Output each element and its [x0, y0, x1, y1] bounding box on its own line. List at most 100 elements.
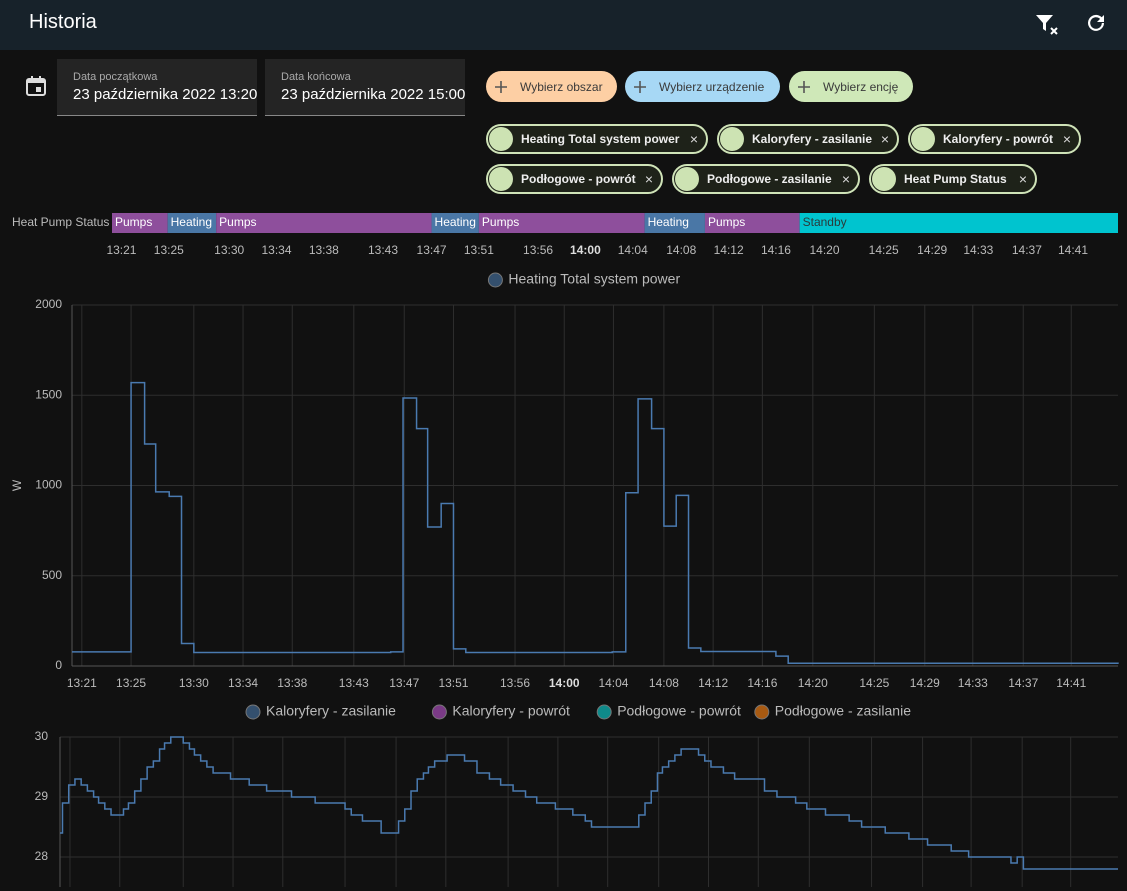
start-date-field[interactable]: Data początkowa 23 października 2022 13:2…: [57, 59, 257, 116]
chip-label: Podłogowe - zasilanie: [707, 172, 832, 186]
chip-icon: [675, 167, 699, 191]
x-tick-label: 14:37: [1008, 676, 1038, 690]
state-label: Heating: [435, 215, 476, 229]
legend-label: Heating Total system power: [508, 271, 680, 287]
plus-icon: [634, 81, 646, 93]
legend-swatch: [245, 704, 261, 720]
picker-label: Wybierz obszar: [520, 79, 603, 94]
state-label: Heating: [171, 215, 212, 229]
x-tick-label: 14:04: [618, 243, 648, 257]
state-label: Standby: [803, 215, 847, 229]
x-tick-label: 13:38: [277, 676, 307, 690]
y-tick-label: 500: [42, 568, 62, 582]
x-tick-label: 14:20: [798, 676, 828, 690]
x-tick-label: 14:04: [598, 676, 628, 690]
legend-label: Podłogowe - powrót: [617, 703, 741, 719]
x-tick-label: 13:56: [523, 243, 553, 257]
area-picker[interactable]: Wybierz obszar: [486, 71, 617, 102]
end-date-field[interactable]: Data końcowa 23 października 2022 15:00: [265, 59, 465, 116]
x-tick-label: 13:30: [179, 676, 209, 690]
chip-remove[interactable]: ×: [1062, 131, 1071, 147]
picker-label: Wybierz encję: [823, 79, 899, 94]
page-title: Historia: [29, 11, 97, 33]
entity-chip[interactable]: Heating Total system power ×: [486, 124, 708, 154]
device-picker[interactable]: Wybierz urządzenie: [625, 71, 780, 102]
y-tick-label: 30: [35, 729, 49, 743]
x-tick-label: 14:12: [714, 243, 744, 257]
state-label: Pumps: [708, 215, 745, 229]
entity-chip[interactable]: Kaloryfery - zasilanie ×: [717, 124, 899, 154]
legend-swatch: [431, 704, 447, 720]
picker-label: Wybierz urządzenie: [659, 79, 765, 94]
plus-icon: [798, 81, 810, 93]
calendar-icon[interactable]: [25, 75, 47, 97]
chip-label: Kaloryfery - zasilanie: [752, 132, 873, 146]
x-tick-label: 14:37: [1012, 243, 1042, 257]
data-line: [72, 381, 1119, 665]
state-segment: [478, 213, 645, 233]
legend-label: Kaloryfery - zasilanie: [266, 703, 396, 719]
data-line: [60, 736, 1118, 870]
field-label: Data początkowa: [73, 71, 158, 83]
state-segment: [799, 213, 1118, 233]
x-tick-label: 13:51: [438, 676, 468, 690]
clear-filter-button[interactable]: [1034, 12, 1060, 36]
state-segment: [704, 213, 800, 233]
field-value: 23 października 2022 15:00: [281, 86, 465, 103]
x-tick-label: 14:41: [1056, 676, 1086, 690]
x-tick-label: 14:33: [963, 243, 993, 257]
state-segment: [431, 213, 479, 233]
state-segment: [216, 213, 432, 233]
y-tick-label: 1000: [35, 478, 62, 492]
chip-label: Kaloryfery - powrót: [943, 132, 1054, 146]
x-tick-label: 13:25: [154, 243, 184, 257]
entity-chip[interactable]: Podłogowe - powrót ×: [486, 164, 663, 194]
chip-label: Heat Pump Status: [904, 172, 1007, 186]
chip-icon: [720, 127, 744, 151]
x-tick-label: 13:43: [368, 243, 398, 257]
chip-remove[interactable]: ×: [689, 131, 698, 147]
chip-remove[interactable]: ×: [644, 171, 653, 187]
y-tick-label: 28: [35, 849, 49, 863]
top-bar: Historia: [0, 0, 1127, 50]
entity-chip[interactable]: Kaloryfery - powrót ×: [908, 124, 1081, 154]
entity-chip[interactable]: Heat Pump Status ×: [869, 164, 1037, 194]
chip-icon: [872, 167, 896, 191]
y-tick-label: 0: [55, 658, 62, 672]
chip-remove[interactable]: ×: [880, 131, 889, 147]
x-tick-label: 13:21: [106, 243, 136, 257]
state-segment: [644, 213, 705, 233]
field-value: 23 października 2022 13:20: [73, 86, 257, 103]
legend-swatch: [487, 272, 503, 288]
chip-remove[interactable]: ×: [1018, 171, 1027, 187]
y-tick-label: 1500: [35, 387, 62, 401]
x-tick-label: 13:38: [309, 243, 339, 257]
x-tick-label: 14:08: [649, 676, 679, 690]
chip-remove[interactable]: ×: [841, 171, 850, 187]
y-tick-label: 29: [35, 789, 49, 803]
y-tick-label: 2000: [35, 297, 62, 311]
x-tick-label: 13:21: [67, 676, 97, 690]
chip-icon: [911, 127, 935, 151]
x-tick-label: 14:29: [917, 243, 947, 257]
state-segment: [112, 213, 168, 233]
x-tick-label: 14:29: [910, 676, 940, 690]
entity-picker[interactable]: Wybierz encję: [789, 71, 913, 102]
x-tick-label: 13:34: [228, 676, 258, 690]
legend-swatch: [754, 704, 770, 720]
state-label: Pumps: [115, 215, 152, 229]
entity-chip[interactable]: Podłogowe - zasilanie ×: [672, 164, 860, 194]
chip-icon: [489, 167, 513, 191]
x-tick-label: 14:12: [698, 676, 728, 690]
y-axis-title: W: [10, 479, 24, 491]
chip-label: Podłogowe - powrót: [521, 172, 636, 186]
x-tick-label: 14:08: [666, 243, 696, 257]
state-label: Pumps: [482, 215, 519, 229]
x-tick-label: 14:41: [1058, 243, 1088, 257]
plus-icon: [495, 81, 507, 93]
x-tick-label: 14:20: [809, 243, 839, 257]
x-tick-label: 13:47: [389, 676, 419, 690]
state-label: Pumps: [219, 215, 256, 229]
